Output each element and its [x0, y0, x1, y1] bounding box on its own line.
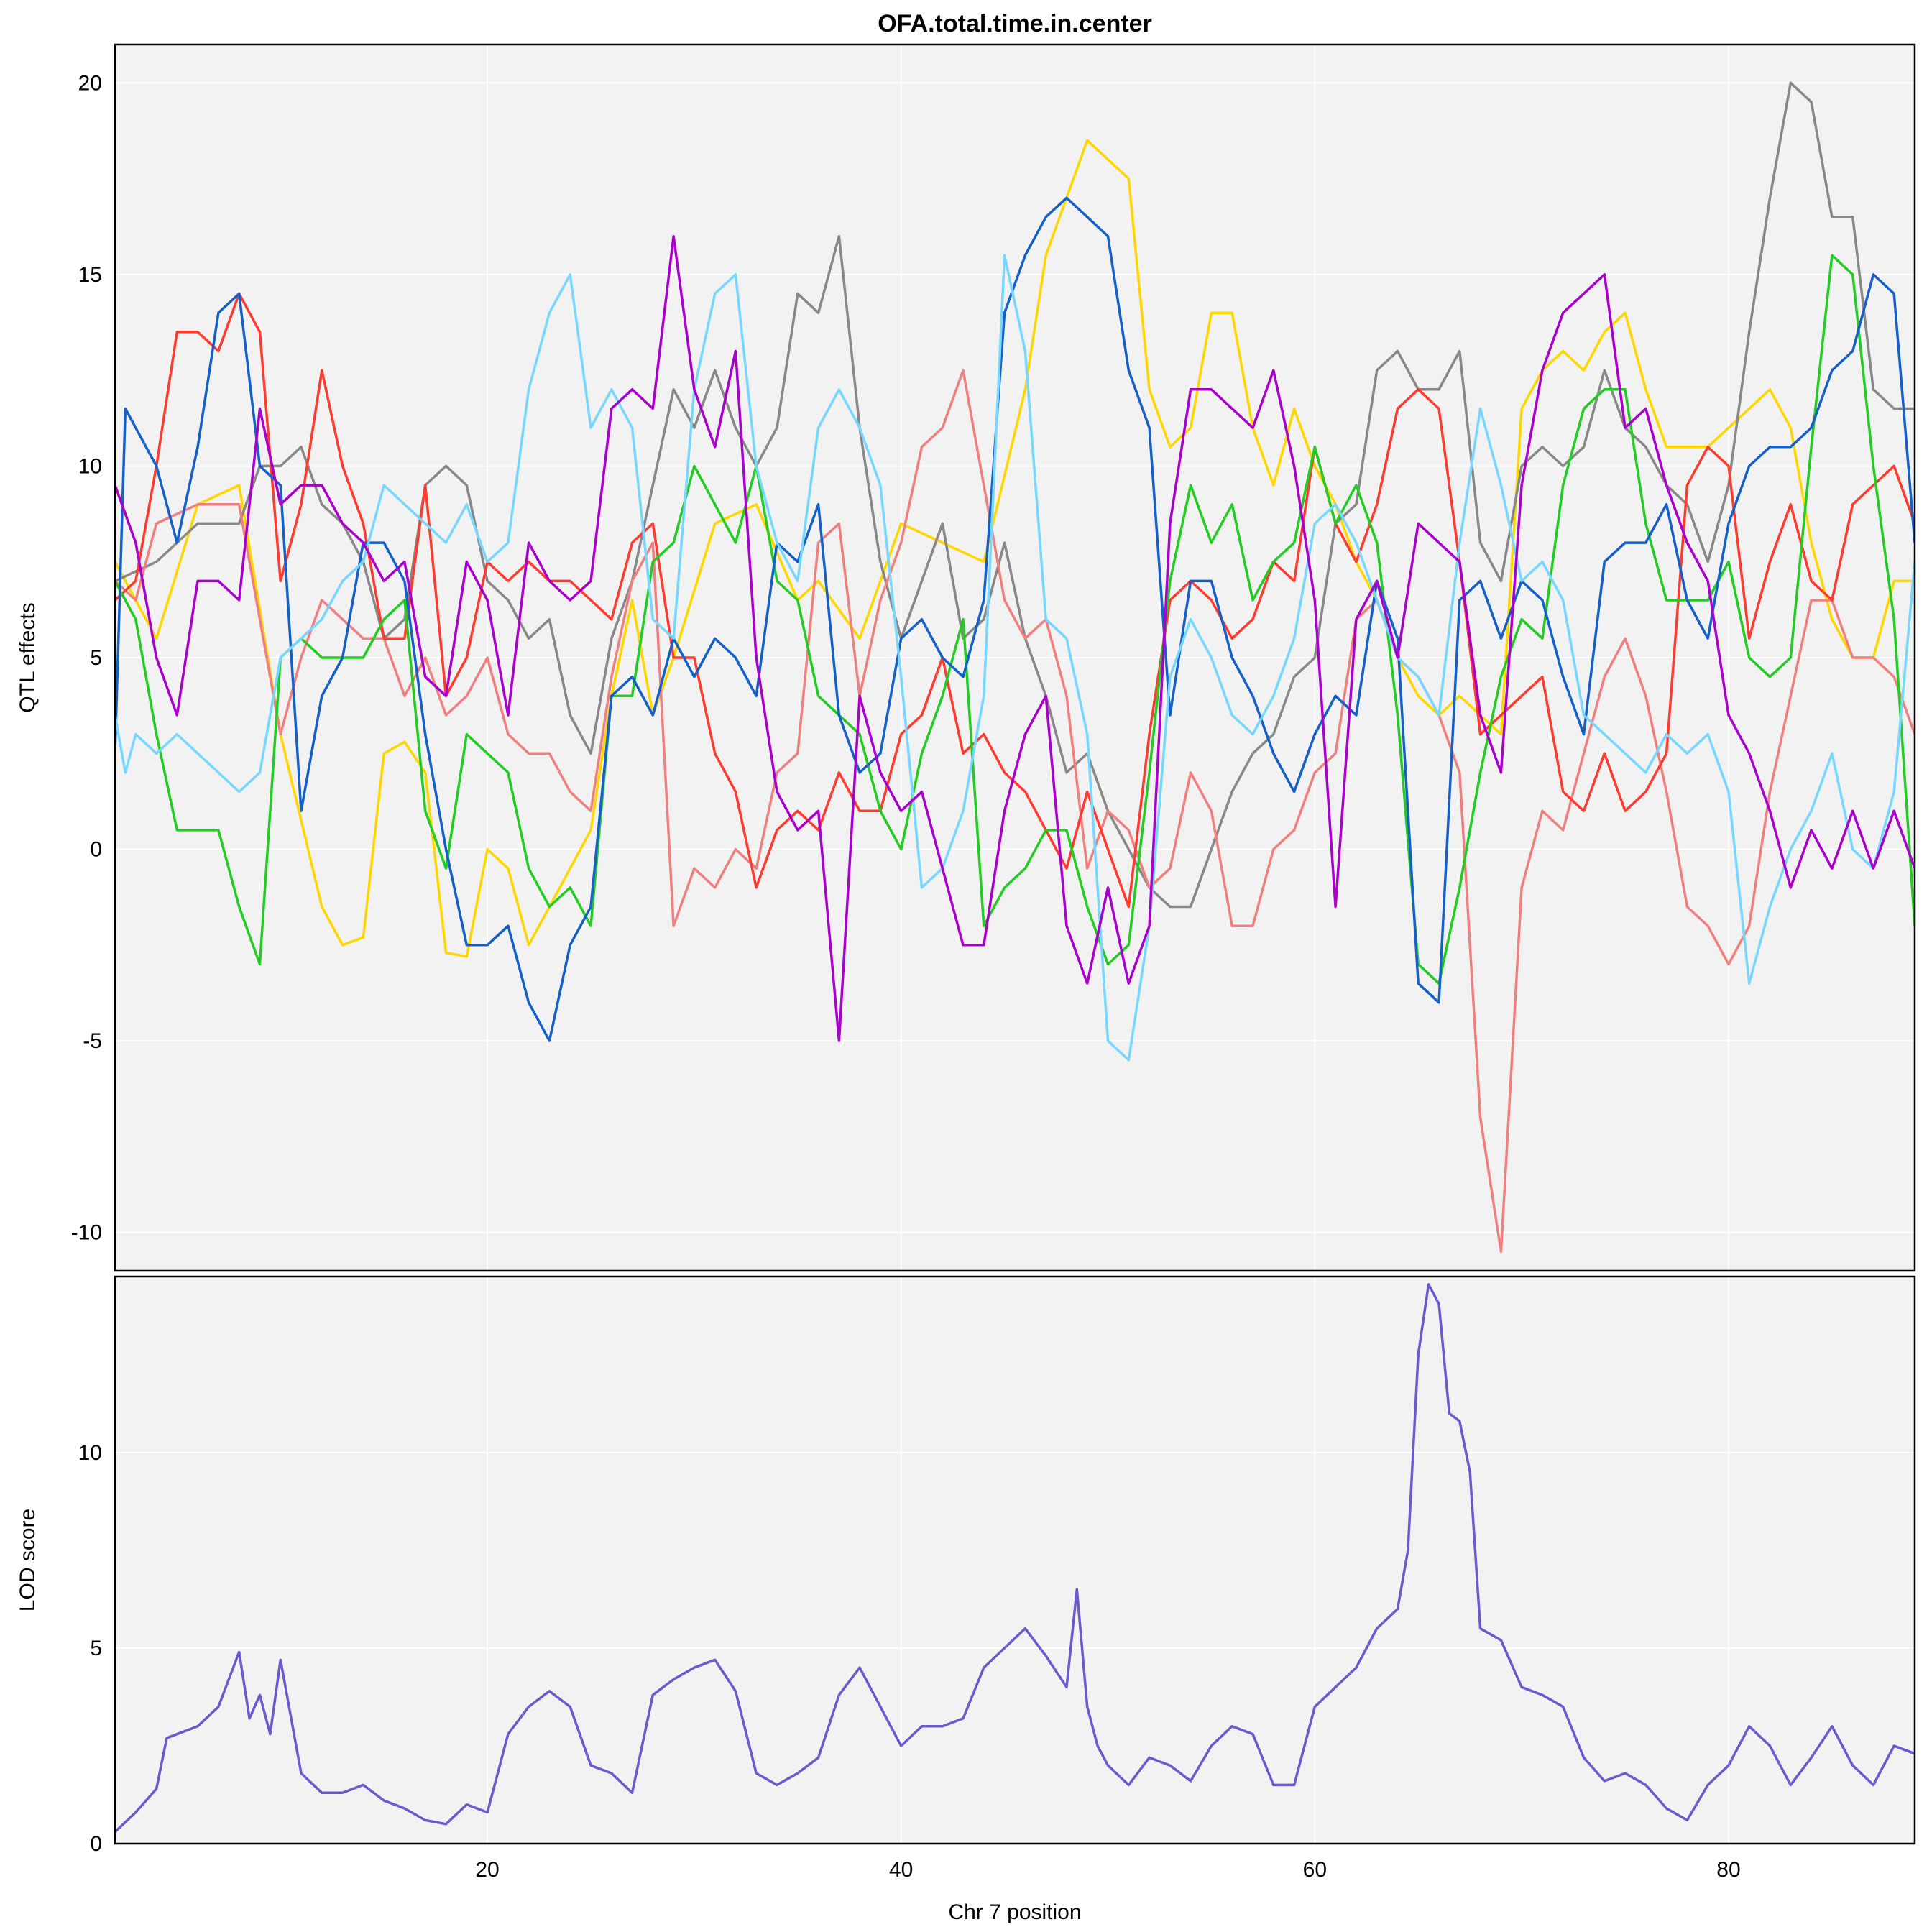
x-axis-title: Chr 7 position: [948, 1900, 1081, 1924]
lod-panel: 0 5 10 LOD score 20 40 60 80: [16, 1275, 1916, 1882]
series-line-1: [115, 1283, 1915, 1833]
series-group: [115, 81, 1915, 1254]
series-line-4: [115, 292, 1915, 908]
y-tick-label: -10: [71, 1221, 102, 1245]
x-tick-label: 40: [889, 1858, 913, 1882]
series-group: [115, 1283, 1915, 1833]
x-tick-label: 60: [1303, 1858, 1327, 1882]
x-tick-label: 80: [1716, 1858, 1740, 1882]
y-tick-label: 0: [90, 838, 102, 862]
y-tick-label: 10: [78, 1441, 102, 1465]
y-tick-label: 0: [90, 1832, 102, 1856]
series-line-5: [115, 254, 1915, 985]
chart-title: OFA.total.time.in.center: [878, 10, 1152, 37]
y-tick-label: -5: [83, 1029, 102, 1053]
plot-frame: [114, 43, 1916, 1272]
plot-frame: [114, 1275, 1916, 1845]
y-tick-label: 5: [90, 646, 102, 670]
series-line-8: [115, 234, 1915, 1042]
series-line-3: [115, 369, 1915, 1254]
y-axis-title: LOD score: [16, 1509, 40, 1611]
series-line-7: [115, 254, 1915, 1062]
y-axis-title: QTL effects: [16, 602, 40, 712]
plot-background: [115, 1276, 1915, 1844]
y-tick-label: 10: [78, 454, 102, 478]
y-tick-label: 5: [90, 1637, 102, 1660]
series-line-1: [115, 139, 1915, 958]
effects-panel: -10 -5 0 5 10 15 20 QTL effects: [16, 43, 1916, 1272]
x-tick-label: 20: [475, 1858, 499, 1882]
y-tick-label: 15: [78, 263, 102, 287]
y-tick-label: 20: [78, 71, 102, 95]
